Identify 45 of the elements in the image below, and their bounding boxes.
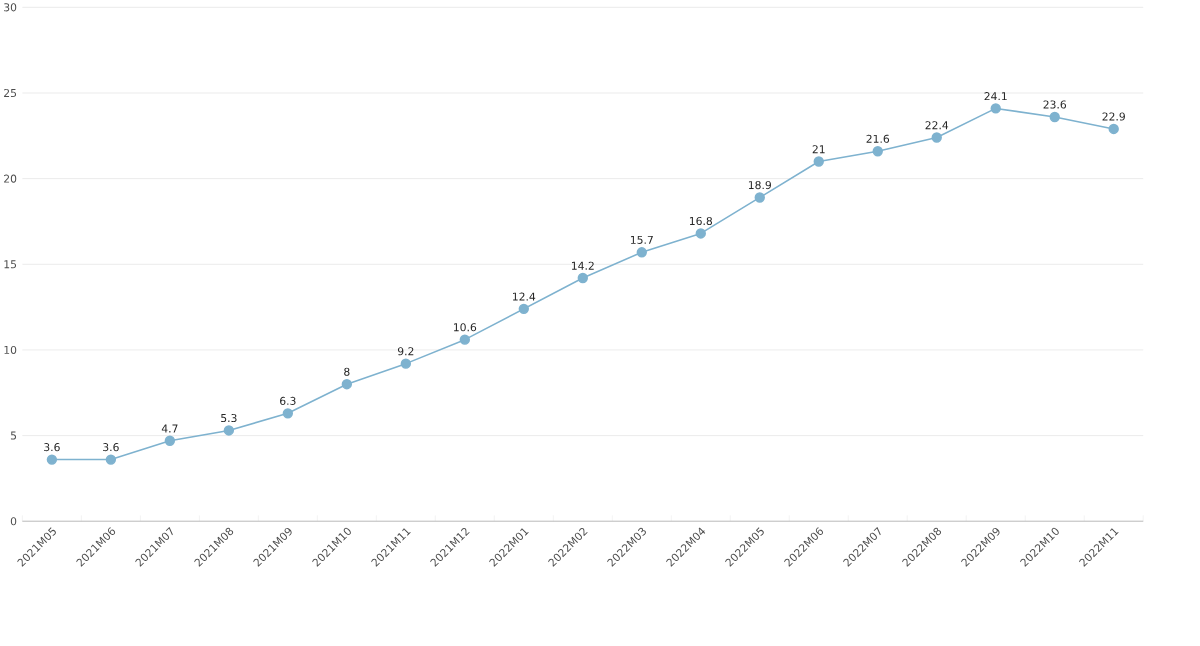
data-label: 16.8	[689, 216, 713, 225]
data-label: 21.6	[866, 134, 890, 143]
point	[577, 272, 588, 284]
y-tick-label: 0	[10, 517, 17, 526]
point	[223, 425, 235, 436]
y-tick-label: 10	[4, 345, 17, 354]
point	[105, 454, 117, 465]
point	[400, 358, 412, 369]
data-label: 3.6	[44, 442, 60, 452]
data-label: 9.2	[397, 347, 414, 356]
data-label: 5.3	[221, 413, 237, 422]
y-tick-label: 30	[4, 3, 17, 12]
point	[1049, 111, 1060, 123]
data-label: 23.6	[1043, 100, 1067, 109]
data-label: 22.4	[925, 121, 949, 130]
point	[459, 334, 471, 345]
point	[164, 435, 176, 446]
point	[872, 145, 883, 157]
data-label: 4.7	[161, 424, 178, 433]
data-label: 22.9	[1102, 112, 1125, 121]
data-label: 18.9	[748, 180, 771, 189]
data-label: 21	[812, 145, 825, 154]
y-tick-label: 5	[10, 431, 17, 440]
point	[990, 103, 1001, 114]
point	[636, 246, 647, 258]
point	[931, 132, 942, 143]
data-label: 14.2	[571, 261, 594, 270]
point	[518, 303, 530, 314]
point	[813, 156, 824, 167]
point	[341, 378, 353, 390]
point	[282, 407, 294, 419]
data-label: 3.6	[103, 442, 119, 452]
data-label: 24.1	[984, 91, 1007, 100]
y-tick-label: 15	[4, 260, 17, 269]
data-label: 12.4	[513, 292, 536, 301]
data-label: 15.7	[630, 235, 653, 244]
y-tick-label: 20	[4, 174, 17, 183]
y-tick-label: 25	[4, 88, 17, 97]
data-label: 8	[344, 367, 350, 376]
data-label: 10.6	[454, 323, 477, 332]
point	[754, 192, 765, 203]
point	[46, 454, 58, 465]
data-label: 6.3	[280, 396, 296, 405]
point	[695, 228, 706, 239]
point	[1108, 123, 1119, 135]
